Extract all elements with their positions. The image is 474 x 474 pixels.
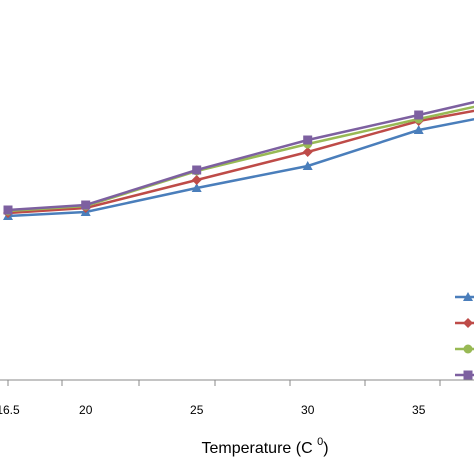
legend-entry-2 <box>455 318 474 328</box>
x-ticks: 16.5 20 25 30 35 <box>0 380 441 417</box>
x-tick-label: 30 <box>301 403 315 417</box>
series-line <box>7 117 474 218</box>
x-axis-title-main: Temperature (C <box>201 440 317 457</box>
circle-marker <box>463 344 473 354</box>
triangle-marker <box>413 125 424 134</box>
series-4 <box>3 100 474 215</box>
x-axis-title: Temperature (C 0) <box>201 436 328 457</box>
diamond-marker <box>463 318 473 328</box>
square-marker <box>463 370 473 380</box>
x-tick-label: 35 <box>412 403 426 417</box>
diamond-marker <box>191 175 202 185</box>
legend-entry-4 <box>455 370 474 380</box>
series-3 <box>3 105 474 216</box>
legend-entry-3 <box>455 344 474 354</box>
diamond-marker <box>302 147 313 157</box>
x-tick-label: 16.5 <box>0 403 20 417</box>
square-marker <box>414 110 424 120</box>
triangle-marker <box>191 183 202 192</box>
triangle-marker <box>463 292 473 301</box>
series-line <box>7 100 474 212</box>
triangle-marker <box>302 161 313 170</box>
series-line <box>7 109 474 215</box>
legend <box>455 292 474 380</box>
square-marker <box>81 200 91 210</box>
series-layer <box>3 100 474 220</box>
legend-entry-1 <box>455 292 474 301</box>
square-marker <box>3 205 13 215</box>
square-marker <box>303 135 313 145</box>
x-axis-title-superscript: 0 <box>317 436 323 448</box>
square-marker <box>192 165 202 175</box>
x-tick-label: 20 <box>79 403 93 417</box>
x-axis-title-close: ) <box>323 440 328 457</box>
x-tick-label: 25 <box>190 403 204 417</box>
